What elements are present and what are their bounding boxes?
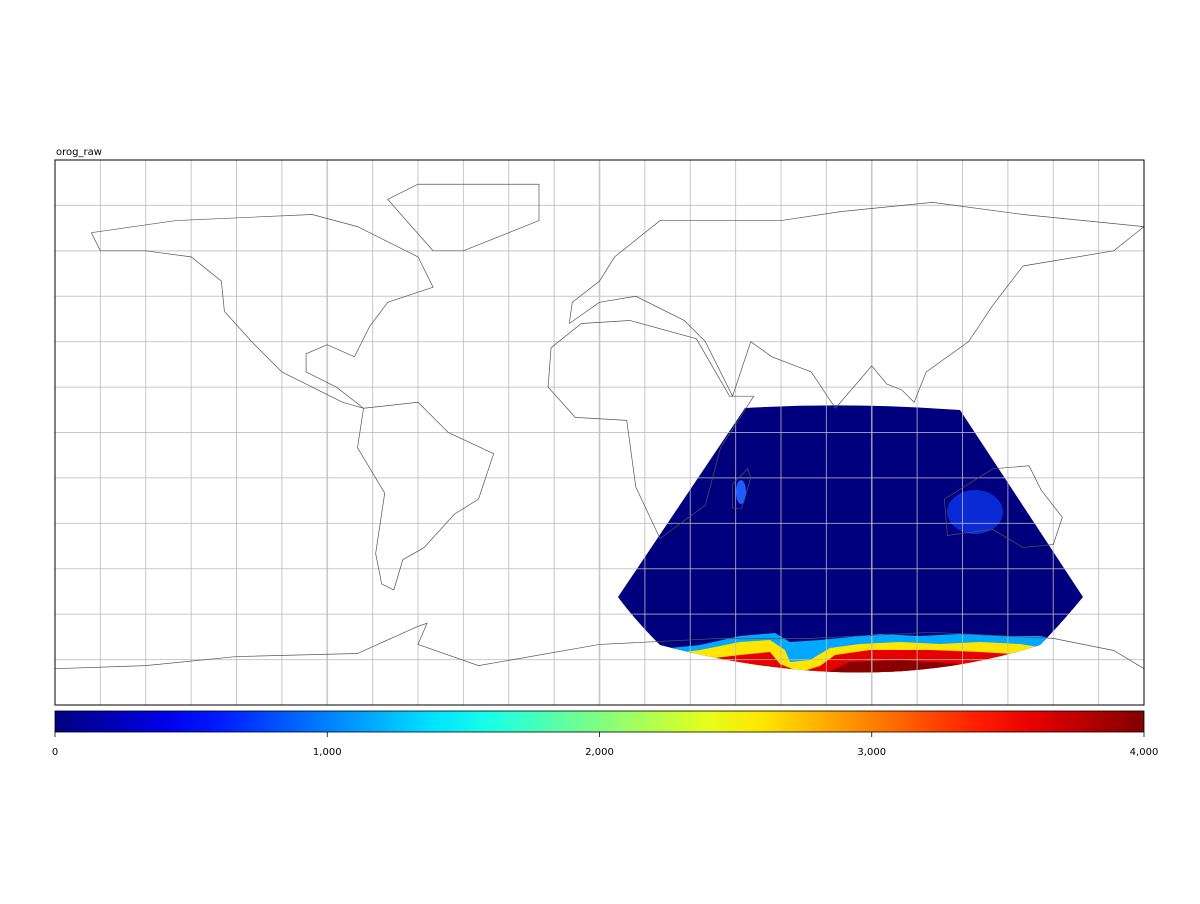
coastline <box>357 401 495 591</box>
map-frame <box>54 159 1145 706</box>
coastlines <box>55 183 1144 670</box>
coastline <box>944 465 1063 548</box>
data-field <box>618 405 1083 673</box>
map <box>55 160 1144 705</box>
field-band <box>760 660 960 673</box>
coastline <box>90 214 434 409</box>
field-spot <box>947 490 1003 534</box>
coastline <box>547 320 755 540</box>
field-band <box>680 650 1030 673</box>
colorbar-tick-label: 4,000 <box>1130 747 1159 758</box>
colorbar-axis: 0 1,000 2,000 3,000 4,000 <box>52 732 1159 758</box>
coastline <box>732 468 752 509</box>
colorbar-tick-label: 0 <box>52 747 58 758</box>
colorbar-tick-label: 1,000 <box>313 747 342 758</box>
coastline <box>387 183 540 252</box>
colorbar <box>54 710 1145 733</box>
field-spot <box>736 480 746 504</box>
colorbar-tick-label: 2,000 <box>585 747 614 758</box>
map-title: orog_raw <box>56 147 102 158</box>
coastline <box>568 202 1144 409</box>
grid <box>55 160 1144 705</box>
coastline <box>55 622 1144 670</box>
colorbar-tick-label: 3,000 <box>857 747 886 758</box>
